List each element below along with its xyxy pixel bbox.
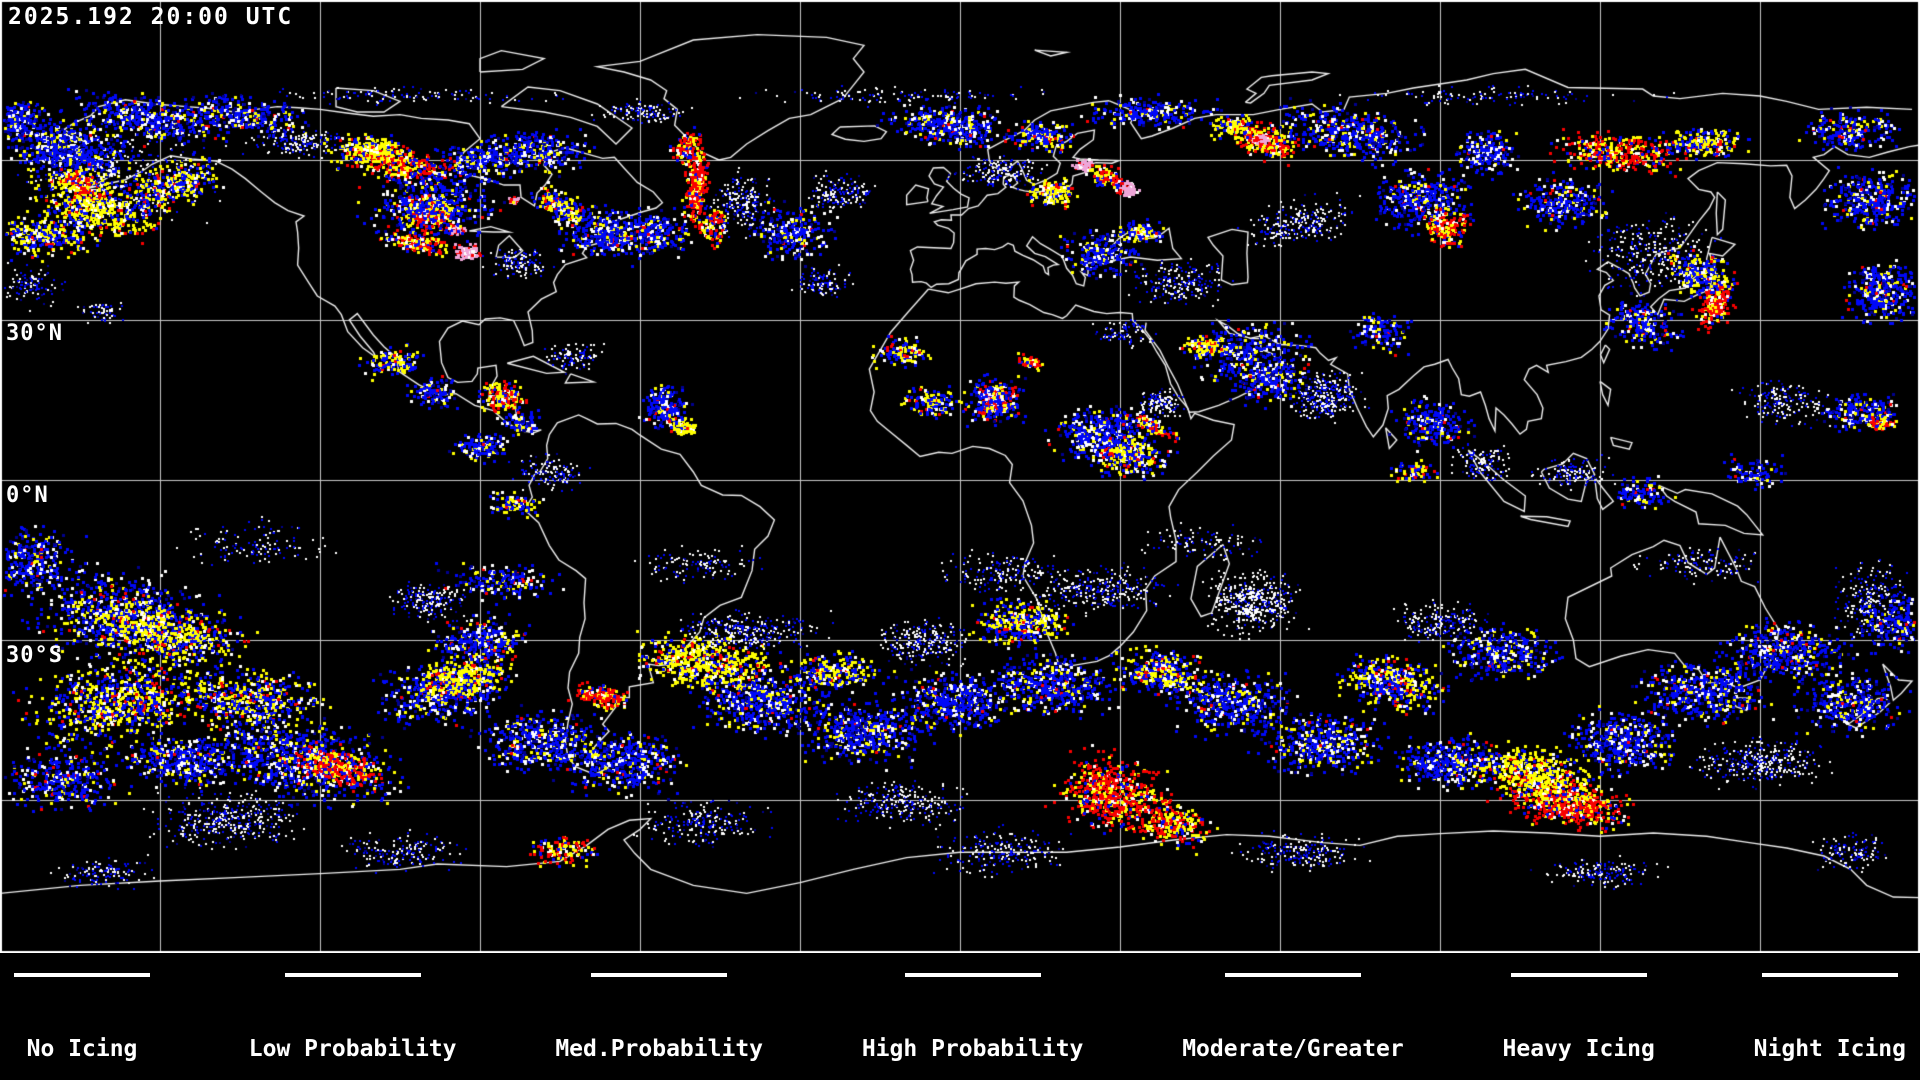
latitude-label-30s: 30°S: [6, 643, 63, 668]
legend-label-line1: Med.Probability: [555, 1036, 764, 1062]
legend-item-moderate-greater: Moderate/Greater Icing Likely: [1182, 953, 1404, 1080]
legend-bar: No Icing Retrieval Low Probability of Li…: [0, 953, 1920, 1080]
legend-label-line1: Night Icing: [1753, 1036, 1906, 1062]
legend-item-night-icing: Night Icing: [1754, 953, 1906, 1080]
latitude-label-0n: 0°N: [6, 483, 49, 508]
no-icing-swatch: [14, 973, 150, 977]
heavy-icing-swatch: [1510, 973, 1647, 977]
legend-label-line1: Moderate/Greater: [1182, 1036, 1404, 1062]
legend-label: Med.Probability of Light Icing: [555, 982, 763, 1080]
legend-label: Night Icing: [1754, 982, 1906, 1080]
timestamp-label: 2025.192 20:00 UTC: [8, 4, 294, 30]
legend-label: Low Probability of Light Icing: [249, 982, 457, 1080]
legend-label-line1: Low Probability: [248, 1036, 457, 1062]
legend-label: Heavy Icing: [1503, 982, 1655, 1080]
legend-label: No Icing Retrieval: [20, 982, 145, 1080]
world-icing-map-canvas: [0, 0, 1920, 953]
med-probability-swatch: [591, 973, 728, 977]
legend-label-line1: Heavy Icing: [1502, 1036, 1655, 1062]
legend-label-line1: High Probability: [861, 1036, 1084, 1062]
legend-item-high-probability: High Probability of Light Icing: [862, 953, 1084, 1080]
legend-label-line1: No Icing: [26, 1036, 138, 1062]
night-icing-swatch: [1761, 973, 1898, 977]
legend-label: Moderate/Greater Icing Likely: [1182, 982, 1404, 1080]
latitude-label-30n: 30°N: [6, 321, 63, 346]
legend-item-med-probability: Med.Probability of Light Icing: [555, 953, 763, 1080]
high-probability-swatch: [904, 973, 1041, 977]
legend-item-low-probability: Low Probability of Light Icing: [249, 953, 457, 1080]
low-probability-swatch: [284, 973, 421, 977]
legend-item-heavy-icing: Heavy Icing: [1503, 953, 1655, 1080]
legend-label: High Probability of Light Icing: [862, 982, 1084, 1080]
moderate-greater-swatch: [1224, 973, 1361, 977]
legend-item-no-icing: No Icing Retrieval: [14, 953, 150, 1080]
